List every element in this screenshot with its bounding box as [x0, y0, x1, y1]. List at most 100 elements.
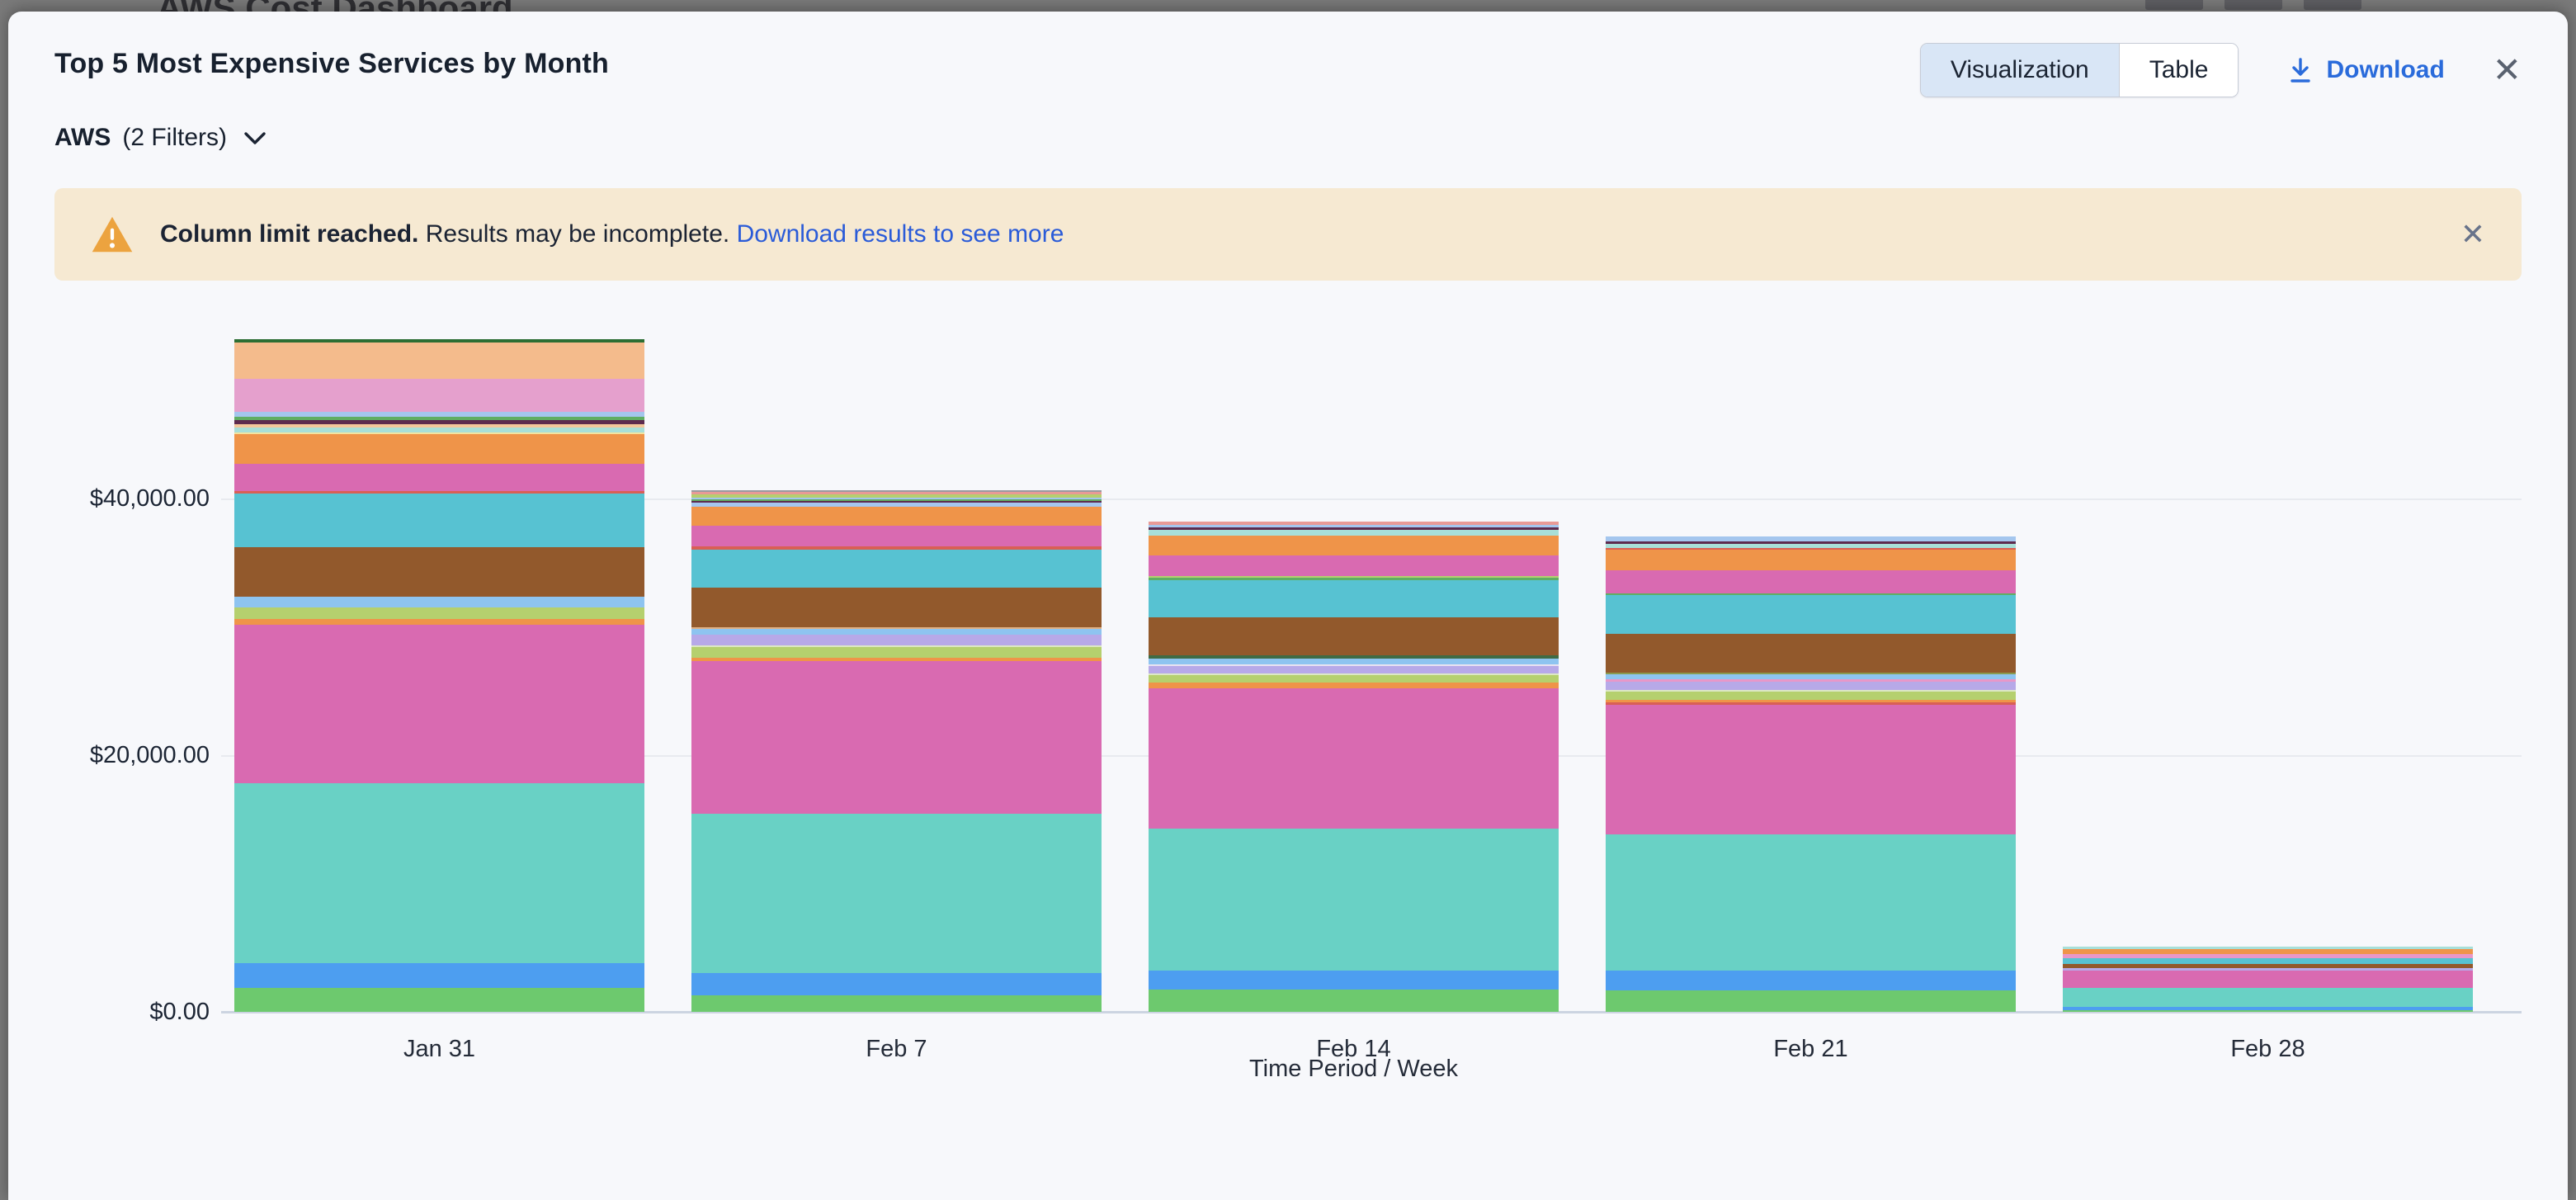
bar-segment[interactable] [1149, 683, 1559, 688]
bar-segment[interactable] [234, 783, 644, 963]
bar-segment[interactable] [1606, 550, 2016, 570]
tab-visualization[interactable]: Visualization [1920, 44, 2119, 97]
bar-segment[interactable] [234, 343, 644, 379]
bar-segment[interactable] [234, 547, 644, 597]
bar-segment[interactable] [234, 625, 644, 783]
bar-segment[interactable] [1606, 702, 2016, 705]
bar-segment[interactable] [691, 995, 1102, 1012]
bar-segment[interactable] [2063, 971, 2473, 988]
bar-segment[interactable] [234, 420, 644, 424]
modal-close-icon[interactable]: ✕ [2492, 50, 2522, 89]
bar-segment[interactable] [2063, 949, 2473, 954]
bar-segment[interactable] [691, 546, 1102, 550]
bar-segment[interactable] [691, 501, 1102, 503]
bar-segment[interactable] [1149, 527, 1559, 530]
bar-segment[interactable] [234, 619, 644, 625]
bar-segment[interactable] [1149, 659, 1559, 664]
bar-segment[interactable] [691, 490, 1102, 492]
bar-segment[interactable] [2063, 1010, 2473, 1012]
bar-segment[interactable] [2063, 1007, 2473, 1010]
bar-segment[interactable] [234, 607, 644, 619]
bar-segment[interactable] [1606, 634, 2016, 673]
bar-segment[interactable] [691, 526, 1102, 546]
bar-segment[interactable] [2063, 958, 2473, 964]
bar-segment[interactable] [1149, 666, 1559, 673]
bar-segment[interactable] [1606, 971, 2016, 990]
bar-segment[interactable] [234, 988, 644, 1012]
bar-segment[interactable] [234, 339, 644, 343]
stacked-bar[interactable] [691, 490, 1102, 1012]
bar-segment[interactable] [1606, 595, 2016, 634]
bar-segment[interactable] [1606, 834, 2016, 971]
bar-segment[interactable] [1149, 555, 1559, 576]
bar-segment[interactable] [691, 627, 1102, 629]
stacked-bar[interactable] [234, 339, 644, 1012]
bar-segment[interactable] [2063, 988, 2473, 1007]
bar-segment[interactable] [234, 963, 644, 988]
bar-segment[interactable] [691, 647, 1102, 658]
bar-segment[interactable] [691, 645, 1102, 647]
bar-segment[interactable] [1149, 576, 1559, 578]
bar-segment[interactable] [1149, 580, 1559, 617]
bar-segment[interactable] [691, 635, 1102, 645]
bar-segment[interactable] [234, 491, 644, 494]
bar-segment[interactable] [1606, 536, 2016, 541]
bar-segment[interactable] [1606, 541, 2016, 544]
bar-segment[interactable] [234, 597, 644, 607]
bar-segment[interactable] [1149, 675, 1559, 683]
bar-segment[interactable] [1149, 829, 1559, 971]
bar-segment[interactable] [234, 434, 644, 464]
bar-segment[interactable] [234, 428, 644, 432]
bar-segment[interactable] [691, 507, 1102, 526]
bar-segment[interactable] [1149, 655, 1559, 659]
bar-segment[interactable] [234, 464, 644, 491]
bar-segment[interactable] [1149, 971, 1559, 990]
bar-segment[interactable] [691, 658, 1102, 661]
bar-segment[interactable] [234, 494, 644, 547]
bar-segment[interactable] [691, 588, 1102, 627]
bar-segment[interactable] [691, 629, 1102, 635]
bar-segment[interactable] [1149, 578, 1559, 580]
filter-dropdown[interactable]: AWS (2 Filters) [54, 124, 2522, 152]
bar-segment[interactable] [1606, 679, 2016, 682]
bar-segment[interactable] [1606, 673, 2016, 674]
bar-segment[interactable] [1149, 664, 1559, 666]
bar-segment[interactable] [2063, 964, 2473, 968]
bar-segment[interactable] [1606, 593, 2016, 595]
bar-segment[interactable] [691, 814, 1102, 973]
bar-segment[interactable] [1606, 700, 2016, 702]
bar-segment[interactable] [691, 498, 1102, 499]
tab-table[interactable]: Table [2118, 44, 2239, 97]
bar-segment[interactable] [2063, 954, 2473, 958]
bar-segment[interactable] [1149, 525, 1559, 527]
bar-segment[interactable] [691, 503, 1102, 507]
bar-segment[interactable] [1149, 990, 1559, 1012]
bar-segment[interactable] [234, 417, 644, 420]
download-button[interactable]: Download [2286, 56, 2445, 84]
bar-segment[interactable] [2063, 968, 2473, 971]
bar-segment[interactable] [234, 412, 644, 417]
bar-segment[interactable] [1149, 688, 1559, 829]
bar-segment[interactable] [691, 499, 1102, 501]
bar-segment[interactable] [1149, 536, 1559, 555]
bar-segment[interactable] [1606, 692, 2016, 700]
bar-segment[interactable] [1149, 522, 1559, 525]
bar-segment[interactable] [1606, 705, 2016, 834]
bar-segment[interactable] [1606, 544, 2016, 548]
bar-segment[interactable] [1149, 530, 1559, 536]
stacked-bar[interactable] [2063, 947, 2473, 1012]
stacked-bar[interactable] [1606, 536, 2016, 1012]
bar-segment[interactable] [691, 973, 1102, 995]
bar-segment[interactable] [1149, 673, 1559, 675]
bar-segment[interactable] [234, 379, 644, 412]
bar-segment[interactable] [1606, 570, 2016, 593]
bar-segment[interactable] [691, 661, 1102, 814]
bar-segment[interactable] [691, 550, 1102, 588]
banner-download-link[interactable]: Download results to see more [736, 220, 1064, 248]
bar-segment[interactable] [691, 494, 1102, 498]
banner-close-icon[interactable]: ✕ [2460, 217, 2485, 251]
bar-segment[interactable] [1606, 674, 2016, 679]
bar-segment[interactable] [234, 432, 644, 434]
bar-segment[interactable] [1606, 548, 2016, 550]
bar-segment[interactable] [1606, 990, 2016, 1012]
